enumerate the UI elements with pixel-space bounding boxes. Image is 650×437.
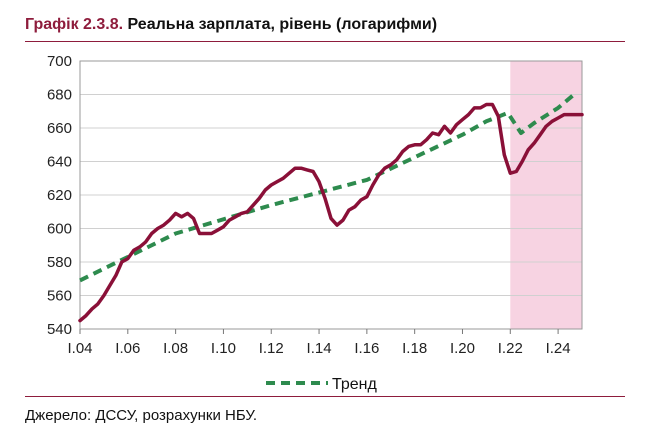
x-tick-label: I.04 (67, 340, 92, 357)
plot-frame (79, 60, 583, 330)
wage-series-line (78, 102, 584, 323)
x-tick-label: I.08 (163, 340, 188, 357)
y-tick-label: 580 (47, 254, 72, 271)
y-tick-label: 620 (47, 187, 72, 204)
x-tick-label: I.24 (546, 340, 571, 357)
source-divider (25, 396, 625, 397)
x-tick-label: I.16 (354, 340, 379, 357)
x-tick-label: I.10 (211, 340, 236, 357)
y-tick-label: 560 (47, 288, 72, 305)
y-tick-label: 700 (47, 53, 72, 70)
x-tick-label: I.12 (259, 340, 284, 357)
trend-series-line (79, 91, 578, 283)
x-tick-label: I.18 (402, 340, 427, 357)
y-tick-label: 540 (47, 321, 72, 338)
chart-title: Реальна зарплата, рівень (логарифми) (127, 16, 438, 33)
title-divider (25, 41, 625, 42)
x-tick-label: I.14 (307, 340, 332, 357)
y-tick-label: 600 (47, 221, 72, 238)
y-tick-label: 680 (47, 87, 72, 104)
source-note: Джерело: ДССУ, розрахунки НБУ. (25, 407, 258, 424)
y-tick-label: 640 (47, 154, 72, 171)
chart-heading: Графік 2.3.8. Реальна зарплата, рівень (… (25, 16, 437, 34)
chart-number: Графік 2.3.8. (25, 16, 124, 33)
x-tick-label: I.20 (450, 340, 475, 357)
x-tick-label: I.06 (115, 340, 140, 357)
y-tick-label: 660 (47, 120, 72, 137)
x-tick-label: I.22 (498, 340, 523, 357)
legend-trend-label: Тренд (332, 376, 378, 393)
line-chart: 540 560 580 600 620 640 660 680 700 I.04 I.06 I.08 I… (47, 53, 584, 393)
